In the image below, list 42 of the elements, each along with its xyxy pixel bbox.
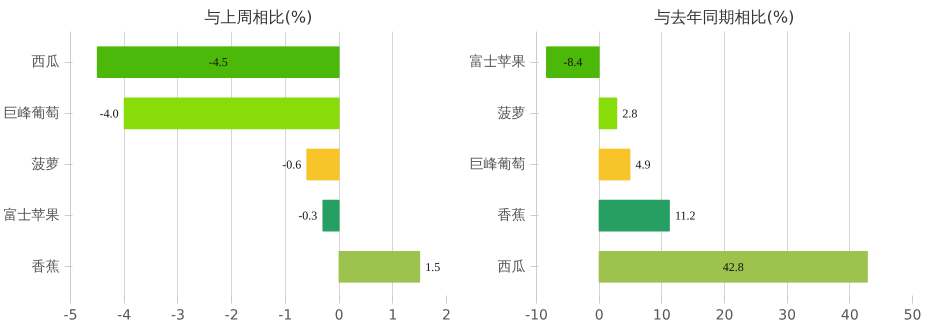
data-label: -0.6: [282, 158, 302, 172]
chart-title: 与去年同期相比(%): [654, 8, 794, 26]
data-label: -4.5: [208, 55, 228, 70]
x-tick-label: 40: [840, 308, 859, 324]
bar: [598, 250, 868, 283]
x-tick-label: -10: [525, 308, 548, 324]
chart-title: 与上周相比(%): [204, 8, 312, 26]
bar: [598, 148, 630, 180]
bar: [598, 98, 618, 130]
data-label: -4.0: [100, 106, 119, 120]
x-tick-label: 30: [778, 308, 796, 324]
y-tick-label: 菠萝: [32, 156, 60, 172]
bar: [546, 46, 600, 78]
x-tick-label: 2: [442, 308, 451, 324]
y-tick-label: 西瓜: [498, 258, 526, 275]
data-label: 4.9: [636, 158, 651, 172]
data-label: 1.5: [425, 260, 440, 274]
y-tick-label: 巨峰葡萄: [4, 105, 60, 122]
y-tick-label: 菠萝: [498, 105, 526, 122]
x-tick-label: -3: [170, 308, 185, 324]
x-tick-label: -5: [64, 308, 78, 324]
x-tick-label: 1: [388, 308, 398, 324]
x-tick-label: -1: [278, 308, 292, 324]
y-tick-label: 巨峰葡萄: [470, 156, 526, 172]
y-tick-label: 香蕉: [32, 258, 60, 275]
x-tick-label: 0: [334, 308, 344, 324]
x-tick-label: 20: [716, 308, 734, 324]
x-tick-label: 10: [652, 308, 671, 324]
data-label: 42.8: [722, 260, 744, 274]
data-label: -8.4: [563, 55, 582, 70]
data-label: 11.2: [674, 208, 696, 223]
x-tick-label: 50: [904, 308, 922, 324]
x-tick-label: -4: [117, 308, 132, 324]
y-tick-label: 香蕉: [498, 208, 526, 224]
data-label: -0.3: [298, 208, 318, 223]
data-label: 2.8: [622, 106, 638, 120]
x-tick-label: -2: [224, 308, 239, 324]
x-tick-label: 0: [594, 308, 604, 324]
y-tick-label: 富士苹果: [4, 208, 60, 224]
bar: [598, 200, 670, 232]
y-tick-label: 富士苹果: [470, 54, 526, 70]
y-tick-label: 西瓜: [32, 54, 60, 70]
